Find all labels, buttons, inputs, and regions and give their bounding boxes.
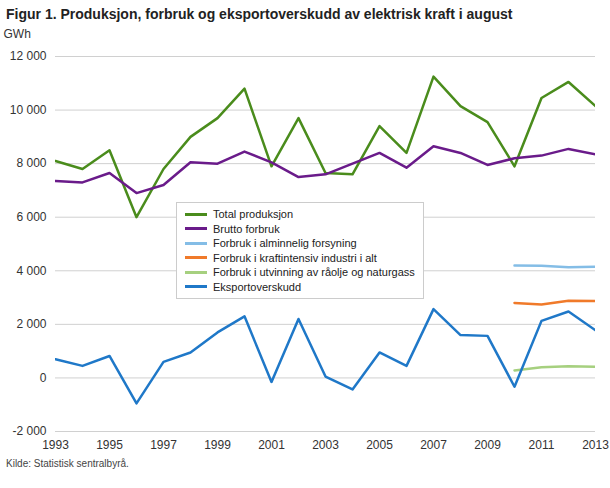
svg-text:2013: 2013 [582,438,609,452]
svg-text:6 000: 6 000 [16,210,46,224]
svg-text:1993: 1993 [42,438,69,452]
svg-text:GWh: GWh [4,27,31,41]
html-text:Eksportoverskudd: Eksportoverskudd [213,280,301,293]
svg-text:10 000: 10 000 [10,103,47,117]
html-text:Brutto forbruk: Brutto forbruk [213,222,280,235]
html-text:Forbruk i kraftintensiv indust: Forbruk i kraftintensiv industri i alt [213,251,377,264]
svg-text:2009: 2009 [474,438,501,452]
svg-text:4 000: 4 000 [16,264,46,278]
svg-text:8 000: 8 000 [16,156,46,170]
svg-text:1999: 1999 [204,438,231,452]
svg-text:2007: 2007 [420,438,447,452]
html-text:Kilde: Statistisk sentralbyrå.: Kilde: Statistisk sentralbyrå. [6,458,129,469]
svg-text:2005: 2005 [366,438,393,452]
html-text:Total produksjon: Total produksjon [213,208,294,221]
html-text:Forbruk i utvinning av råolje: Forbruk i utvinning av råolje og naturga… [213,266,415,279]
svg-text:1997: 1997 [150,438,177,452]
svg-text:2 000: 2 000 [16,317,46,331]
svg-text:1995: 1995 [96,438,123,452]
svg-text:12 000: 12 000 [10,49,47,63]
svg-text:0: 0 [40,371,47,385]
svg-text:2003: 2003 [312,438,339,452]
html-text:Forbruk i alminnelig forsyning: Forbruk i alminnelig forsyning [213,237,357,250]
svg-text:2011: 2011 [529,438,555,452]
svg-text:-2 000: -2 000 [12,424,46,438]
svg-text:2001: 2001 [258,438,285,452]
html-text:Figur 1. Produksjon, forbruk o: Figur 1. Produksjon, forbruk og eksporto… [6,6,513,22]
